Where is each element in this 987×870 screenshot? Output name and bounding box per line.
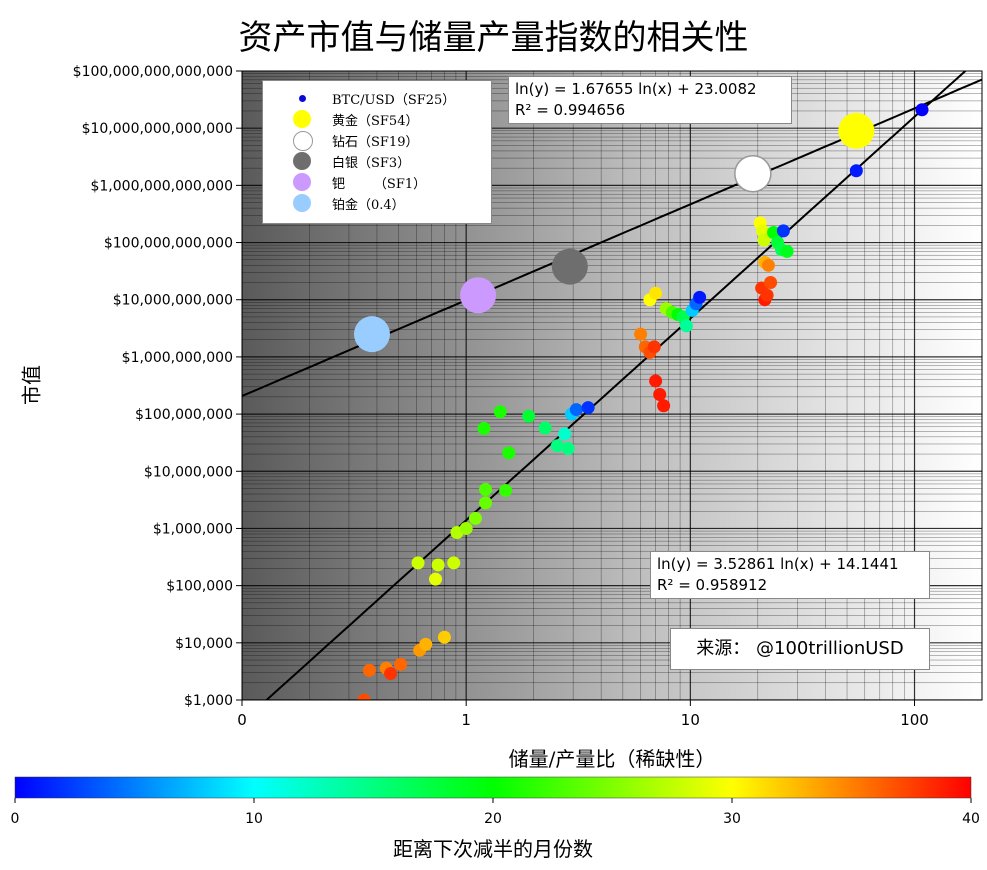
btc-point: [581, 401, 595, 415]
legend-marker: [293, 194, 311, 212]
colorbar-tick-label: 10: [245, 811, 263, 827]
x-axis-ticks: 0 1 10 100: [237, 700, 929, 729]
equation-2-line-2: R² = 0.958912: [657, 576, 768, 594]
btc-point: [760, 288, 774, 302]
x-tick-label: 10: [681, 711, 700, 729]
legend-label: 铂金（0.4）: [332, 198, 405, 213]
btc-point: [447, 556, 461, 570]
asset-point: [551, 248, 588, 285]
equation-box-2: ln(y) = 3.52861 ln(x) + 14.1441 R² = 0.9…: [650, 551, 930, 599]
source-label: 来源： @100trillionUSD: [670, 628, 930, 670]
btc-point: [776, 224, 790, 238]
btc-point: [649, 286, 663, 300]
equation-box-1: ln(y) = 1.67655 ln(x) + 23.0082 R² = 0.9…: [508, 76, 792, 124]
y-axis-label: 市值: [19, 365, 44, 405]
colorbar-ticks: 0 10 20 30 40: [11, 798, 980, 827]
equation-1-line-2: R² = 0.994656: [515, 101, 626, 119]
btc-point: [362, 663, 376, 677]
btc-point: [849, 164, 863, 178]
btc-point: [558, 427, 572, 441]
y-tick-label: $1,000,000,000,000: [90, 178, 233, 194]
plot-frame: [241, 70, 983, 701]
y-tick-label: $10,000,000,000: [113, 293, 233, 309]
btc-point: [384, 667, 398, 681]
asset-point: [734, 154, 772, 193]
btc-point: [479, 482, 493, 496]
legend-label: 钻石（SF19）: [332, 135, 419, 150]
btc-point: [493, 405, 507, 419]
y-tick-label: $100,000: [166, 579, 233, 595]
y-tick-label: $10,000,000,000,000: [82, 121, 233, 137]
x-tick-label: 100: [900, 711, 929, 729]
btc-point: [761, 258, 775, 272]
legend-marker: [298, 94, 306, 102]
btc-point: [394, 657, 408, 671]
asset-point: [838, 112, 875, 149]
colorbar-tick-label: 20: [484, 811, 502, 827]
y-tick-label: $1,000,000,000: [122, 350, 233, 366]
legend-label: 黄金（SF54）: [332, 114, 419, 129]
colorbar-tick-label: 40: [962, 811, 980, 827]
legend-marker: [293, 110, 311, 128]
btc-point: [915, 103, 929, 117]
btc-point: [550, 439, 564, 453]
btc-point: [477, 421, 491, 435]
btc-point: [653, 388, 667, 402]
btc-point: [649, 374, 663, 388]
btc-point: [569, 403, 583, 417]
btc-point: [634, 327, 648, 341]
btc-point: [780, 244, 794, 258]
btc-point: [429, 572, 443, 586]
x-tick-label: 0: [237, 711, 247, 729]
btc-point: [764, 276, 778, 290]
btc-point: [502, 446, 516, 460]
x-tick-label: 1: [461, 711, 471, 729]
y-tick-label: $1,000,000: [153, 521, 233, 537]
y-axis-ticks: $1,000 $10,000 $100,000 $1,000,000 $10,000,0…: [73, 64, 242, 709]
y-tick-label: $10,000: [175, 636, 233, 652]
colorbar-tick-label: 0: [11, 811, 20, 827]
equation-1-line-1: ln(y) = 1.67655 ln(x) + 23.0082: [515, 80, 757, 98]
y-tick-label: $10,000,000: [144, 464, 233, 480]
btc-point: [561, 442, 575, 456]
btc-point: [479, 496, 493, 510]
legend-marker: [293, 152, 311, 170]
asset-point: [353, 316, 390, 353]
colorbar-tick-label: 30: [723, 811, 741, 827]
btc-point: [538, 421, 552, 435]
btc-point: [767, 225, 781, 239]
colorbar: [14, 776, 972, 799]
chart-title: 资产市值与储量产量指数的相关性: [238, 18, 749, 58]
btc-point: [411, 556, 425, 570]
btc-point: [459, 521, 473, 535]
legend-label: BTC/USD（SF25）: [332, 93, 456, 108]
asset-point: [460, 277, 497, 314]
btc-point: [499, 484, 513, 498]
btc-point: [647, 340, 661, 354]
colorbar-label: 距离下次减半的月份数: [393, 837, 593, 861]
x-axis-label: 储量/产量比（稀缺性）: [508, 747, 716, 771]
btc-point: [468, 511, 482, 525]
legend-marker: [293, 131, 313, 151]
btc-point: [757, 233, 771, 247]
legend-label: 钯 （SF1）: [332, 177, 427, 192]
btc-point: [679, 319, 693, 333]
equation-2-line-1: ln(y) = 3.52861 ln(x) + 14.1441: [657, 555, 899, 573]
btc-point: [657, 399, 671, 413]
btc-point: [522, 409, 536, 423]
legend-marker: [293, 173, 311, 191]
y-tick-label: $100,000,000,000,000: [73, 64, 233, 80]
btc-point: [437, 630, 451, 644]
data-points: [353, 103, 929, 700]
y-tick-label: $1,000: [184, 693, 233, 709]
btc-point: [693, 290, 707, 304]
y-tick-label: $100,000,000: [135, 407, 233, 423]
y-tick-label: $100,000,000,000: [104, 236, 233, 252]
btc-point: [357, 693, 371, 700]
btc-point: [419, 637, 433, 651]
legend-label: 白银（SF3）: [332, 156, 411, 171]
btc-point: [431, 558, 445, 572]
